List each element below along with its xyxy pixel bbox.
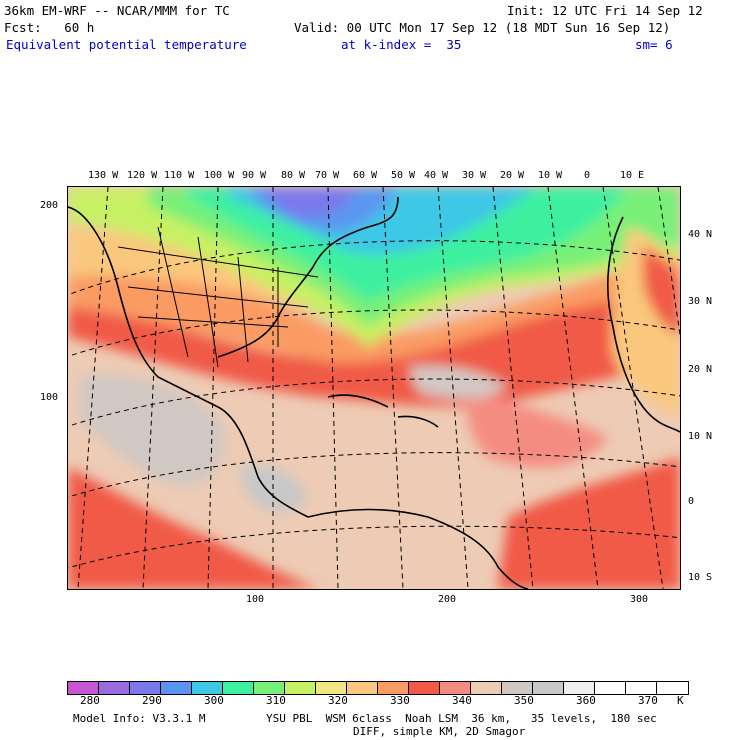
colorbar-label: 360 — [576, 694, 596, 707]
grid-x-tick: 100 — [246, 594, 265, 605]
longitude-label: 110 W — [164, 170, 195, 181]
colorbar — [67, 681, 689, 695]
colorbar-swatch — [254, 682, 285, 694]
longitude-label: 40 W — [424, 170, 449, 181]
colorbar-swatch — [533, 682, 564, 694]
map-canvas — [68, 187, 680, 589]
theta-e-map — [67, 186, 681, 590]
longitude-label: 80 W — [281, 170, 306, 181]
colorbar-label: 340 — [452, 694, 472, 707]
colorbar-swatch — [657, 682, 688, 694]
longitude-label: 20 W — [500, 170, 525, 181]
colorbar-label: 310 — [266, 694, 286, 707]
colorbar-swatch — [471, 682, 502, 694]
colorbar-swatch — [99, 682, 130, 694]
longitude-label: 0 — [584, 170, 591, 181]
grid-x-tick: 200 — [438, 594, 457, 605]
longitude-label: 60 W — [353, 170, 378, 181]
longitude-label: 30 W — [462, 170, 487, 181]
colorbar-label: 280 — [80, 694, 100, 707]
latitude-label: 0 — [688, 496, 695, 507]
longitude-label: 10 W — [538, 170, 563, 181]
colorbar-swatch — [192, 682, 223, 694]
colorbar-swatch — [564, 682, 595, 694]
graticule — [68, 187, 680, 589]
grid-y-tick: 100 — [40, 392, 59, 403]
coastlines — [68, 196, 680, 589]
colorbar-swatch — [285, 682, 316, 694]
longitude-label: 10 E — [620, 170, 645, 181]
latitude-label: 10 S — [688, 572, 713, 583]
colorbar-swatch — [409, 682, 440, 694]
longitude-label: 70 W — [315, 170, 340, 181]
colorbar-swatch — [130, 682, 161, 694]
colorbar-swatch — [626, 682, 657, 694]
valid-time: Valid: 00 UTC Mon 17 Sep 12 (18 MDT Sun … — [294, 20, 671, 35]
colorbar-label: 370 — [638, 694, 658, 707]
grid-y-tick: 200 — [40, 200, 59, 211]
colorbar-swatch — [440, 682, 471, 694]
level-index: at k-index = 35 — [341, 37, 462, 52]
longitude-label: 130 W — [88, 170, 119, 181]
field-name: Equivalent potential temperature — [6, 37, 247, 52]
colorbar-swatch — [161, 682, 192, 694]
model-info: Model Info: V3.3.1 M — [73, 712, 206, 725]
latitude-label: 10 N — [688, 431, 713, 442]
grid-x-tick: 300 — [630, 594, 649, 605]
longitude-label: 100 W — [204, 170, 235, 181]
colorbar-label: 320 — [328, 694, 348, 707]
physics-info: YSU PBL WSM 6class Noah LSM 36 km, 35 le… — [266, 712, 657, 725]
latitude-label: 40 N — [688, 229, 713, 240]
forecast-hour: Fcst: 60 h — [4, 20, 95, 35]
colorbar-unit: K — [677, 694, 684, 707]
colorbar-swatch — [502, 682, 533, 694]
colorbar-label: 330 — [390, 694, 410, 707]
political-borders — [117, 226, 319, 368]
colorbar-swatch — [68, 682, 99, 694]
longitude-label: 90 W — [242, 170, 267, 181]
colorbar-swatch — [316, 682, 347, 694]
colorbar-swatch — [378, 682, 409, 694]
longitude-label: 50 W — [391, 170, 416, 181]
smoothing-label: sm= 6 — [635, 37, 673, 52]
theta-e-fill — [68, 187, 680, 589]
colorbar-label: 350 — [514, 694, 534, 707]
colorbar-swatch — [347, 682, 378, 694]
colorbar-label: 290 — [142, 694, 162, 707]
latitude-label: 20 N — [688, 364, 713, 375]
init-time: Init: 12 UTC Fri 14 Sep 12 — [507, 3, 703, 18]
model-title: 36km EM-WRF -- NCAR/MMM for TC — [4, 3, 230, 18]
colorbar-swatch — [223, 682, 254, 694]
diffusion-info: DIFF, simple KM, 2D Smagor — [353, 725, 526, 738]
latitude-label: 30 N — [688, 296, 713, 307]
colorbar-swatch — [595, 682, 626, 694]
colorbar-label: 300 — [204, 694, 224, 707]
longitude-label: 120 W — [127, 170, 158, 181]
